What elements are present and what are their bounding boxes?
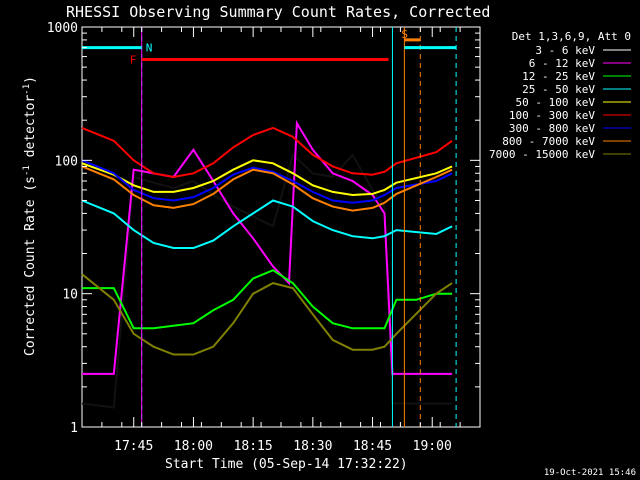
annotation-layer: NF S	[82, 27, 457, 427]
flare-bar-label: F	[130, 54, 137, 67]
chart-title: RHESSI Observing Summary Count Rates, Co…	[66, 3, 490, 21]
y-tick-label: 10	[62, 288, 78, 303]
x-tick-label: 18:00	[174, 439, 213, 454]
legend-label: 800 - 7000 keV	[502, 135, 595, 148]
legend-label: 100 - 300 keV	[509, 109, 595, 122]
saa-bar-label: S	[401, 28, 408, 41]
series-layer	[81, 119, 453, 409]
legend-label: 3 - 6 keV	[535, 44, 595, 57]
footer-date: 19-Oct-2021 15:46	[544, 468, 636, 478]
series-7000-15000-kev	[81, 273, 453, 356]
x-tick-label: 17:45	[114, 439, 153, 454]
series-300-800-kev	[81, 159, 453, 204]
y-tick-label: 1000	[47, 21, 78, 36]
y-tick-label: 100	[55, 154, 78, 169]
tick-layer: 1 10 100 1000 17:45 18:00 18:15 18:30 18:45 19:00	[47, 21, 480, 454]
y-tick-label: 1	[70, 421, 78, 436]
legend-label: 7000 - 15000 keV	[489, 148, 595, 161]
x-tick-label: 18:45	[353, 439, 392, 454]
x-tick-label: 18:30	[293, 439, 332, 454]
x-tick-label: 18:15	[234, 439, 273, 454]
legend-header: Det 1,3,6,9, Att 0	[512, 30, 631, 43]
series-12-25-kev	[82, 269, 453, 330]
x-axis-label: Start Time (05-Sep-14 17:32:22)	[165, 457, 408, 472]
series-25-50-kev	[81, 199, 453, 249]
y-axis-label: Corrected Count Rate (s-1 detector-1)	[22, 76, 38, 356]
x-tick-label: 19:00	[413, 439, 452, 454]
legend-label: 50 - 100 keV	[516, 96, 596, 109]
legend-label: 6 - 12 keV	[529, 57, 596, 70]
series-100-300-kev	[81, 126, 453, 179]
series-3-6-kev	[81, 152, 453, 409]
legend-label: 12 - 25 keV	[522, 70, 595, 83]
series-800-7000-kev	[81, 165, 453, 212]
series-50-100-kev	[81, 159, 453, 197]
legend-label: 300 - 800 keV	[509, 122, 595, 135]
night-bar-label: N	[146, 42, 153, 55]
legend-label: 25 - 50 keV	[522, 83, 595, 96]
